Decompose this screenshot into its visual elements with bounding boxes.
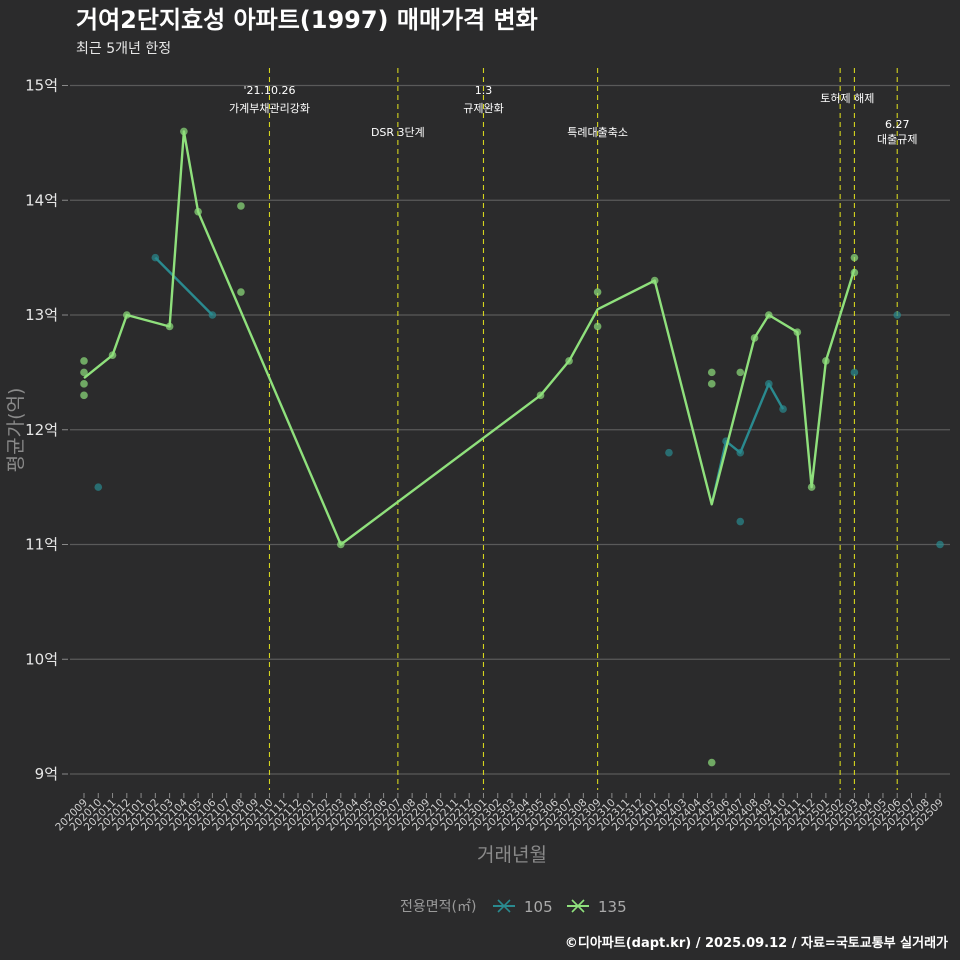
legend: 전용면적(㎡) 105 135 <box>400 898 627 916</box>
point-105-9 <box>850 368 859 377</box>
point-135-17 <box>707 368 716 377</box>
ytick-label-11: 11억 <box>25 536 58 554</box>
point-135-3 <box>80 391 88 400</box>
ytick-label-10: 10억 <box>25 650 58 668</box>
point-135-12 <box>536 391 545 400</box>
ytick-label-14: 14억 <box>25 191 58 209</box>
point-105-7 <box>765 380 773 388</box>
point-135-23 <box>793 328 802 337</box>
point-105-10 <box>893 311 902 319</box>
event-label-202110-0: '21.10.26 <box>243 84 295 97</box>
point-135-0 <box>80 357 88 365</box>
point-135-9 <box>237 202 245 210</box>
point-135-10 <box>237 288 245 296</box>
point-135-8 <box>194 207 202 216</box>
legend-label-105: 105 <box>524 898 553 916</box>
series-line-105-1 <box>710 382 785 505</box>
point-105-6 <box>736 448 745 457</box>
legend-cross-135 <box>571 899 585 913</box>
event-label-202207-0: DSR 3단계 <box>371 126 425 139</box>
point-105-5 <box>736 517 745 526</box>
point-105-1 <box>151 253 160 262</box>
point-135-16 <box>650 276 659 285</box>
point-135-18 <box>707 380 716 388</box>
point-105-3 <box>665 448 673 457</box>
x-axis-title: 거래년월 <box>477 844 547 866</box>
ytick-label-12: 12억 <box>25 421 58 439</box>
point-135-26 <box>850 253 859 262</box>
event-label-202110-1: 가계부채관리강화 <box>229 102 310 115</box>
point-105-2 <box>208 311 217 319</box>
point-135-4 <box>108 351 117 359</box>
point-135-5 <box>123 311 131 319</box>
point-135-27 <box>850 268 859 277</box>
point-135-1 <box>80 368 88 377</box>
ytick-label-15: 15억 <box>25 77 58 95</box>
series-line-105-0 <box>154 256 214 316</box>
ytick-label-13: 13억 <box>25 306 58 324</box>
point-105-0 <box>94 483 103 491</box>
point-135-15 <box>593 322 602 331</box>
event-label-202506-0: 6.27 <box>885 118 910 131</box>
point-135-6 <box>165 322 174 331</box>
data-series <box>80 127 944 767</box>
point-135-19 <box>707 758 716 767</box>
y-axis-ticks: 9억 10억 11억 12억 13억 14억 15억 <box>25 77 68 783</box>
event-label-202301-1: 규제완화 <box>463 102 503 115</box>
chart-caption: ©디아파트(dapt.kr) / 2025.09.12 / 자료=국토교통부 실… <box>565 935 948 951</box>
legend-title: 전용면적(㎡) <box>400 899 476 915</box>
ytick-label-9: 9억 <box>35 765 58 783</box>
point-135-20 <box>736 368 745 377</box>
grid-lines <box>70 84 950 775</box>
chart-title: 거여2단지효성 아파트(1997) 매매가격 변화 <box>76 6 538 34</box>
point-135-22 <box>765 311 773 319</box>
point-105-8 <box>779 405 787 413</box>
event-label-202301-0: 1.3 <box>475 84 493 97</box>
point-135-13 <box>565 357 573 365</box>
legend-label-135: 135 <box>598 898 627 916</box>
legend-cross-105 <box>497 899 511 913</box>
point-135-11 <box>337 540 345 549</box>
point-135-21 <box>750 334 759 342</box>
point-105-11 <box>936 540 944 549</box>
event-label-202309-0: 특례대출축소 <box>567 126 628 139</box>
point-135-7 <box>180 127 188 136</box>
series-line-135-0 <box>83 130 856 546</box>
x-axis-ticks: 2020092020102020112020122021012021022021… <box>53 793 946 833</box>
y-axis-title: 평균가(억) <box>5 388 27 473</box>
point-135-25 <box>822 357 830 365</box>
point-135-2 <box>80 380 88 388</box>
chart-subtitle: 최근 5개년 한정 <box>76 41 171 57</box>
point-135-24 <box>807 483 816 491</box>
point-135-14 <box>593 288 602 296</box>
event-label-202502-0: 토허제 해제 <box>820 91 874 105</box>
event-label-202506-1: 대출규제 <box>877 133 917 146</box>
